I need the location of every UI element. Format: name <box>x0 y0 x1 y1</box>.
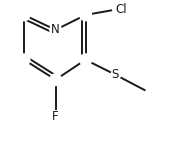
Text: S: S <box>112 68 119 81</box>
Text: F: F <box>52 110 59 123</box>
Circle shape <box>80 9 91 21</box>
Circle shape <box>18 9 30 21</box>
Circle shape <box>80 54 91 66</box>
Text: Cl: Cl <box>115 3 127 16</box>
Circle shape <box>50 74 61 85</box>
Circle shape <box>50 24 61 36</box>
Circle shape <box>18 54 30 66</box>
Text: N: N <box>51 23 60 36</box>
